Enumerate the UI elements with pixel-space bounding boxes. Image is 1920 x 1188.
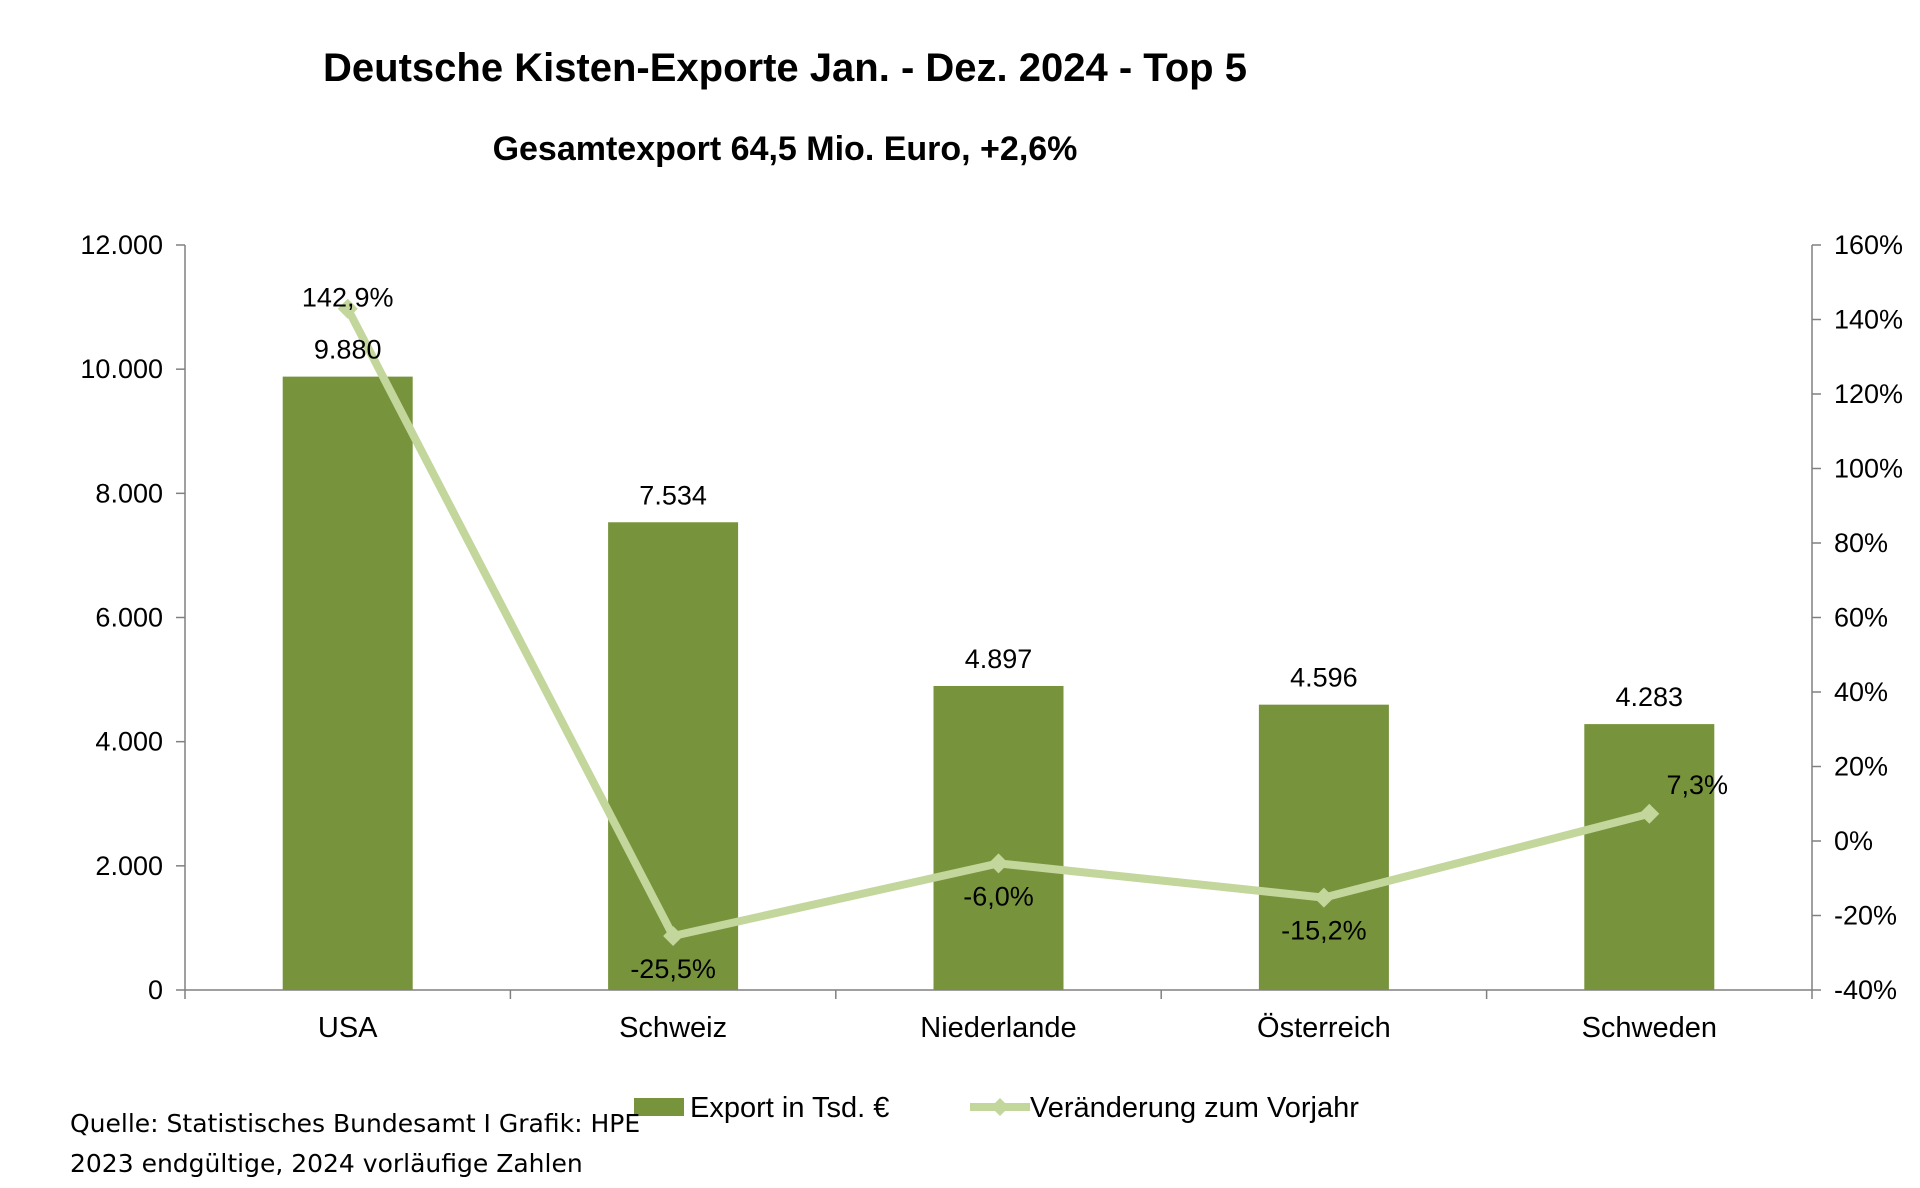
x-axis-category-label: Schweiz [619, 1012, 727, 1044]
x-axis-category-label: Österreich [1257, 1012, 1391, 1044]
bar-data-label: 4.283 [1616, 682, 1684, 712]
bar-2 [608, 522, 739, 990]
line-data-label: 142,9% [302, 283, 394, 313]
x-axis-category-label: Niederlande [920, 1012, 1076, 1044]
chart-subtitle: Gesamtexport 64,5 Mio. Euro, +2,6% [492, 130, 1078, 168]
change-marker-1 [337, 298, 358, 319]
left-axis-tick-label: 6.000 [95, 603, 163, 633]
legend-swatch-change-marker [991, 1098, 1009, 1116]
left-axis-tick-label: 0 [148, 975, 163, 1005]
source-note-line-1: Quelle: Statistisches Bundesamt I Grafik… [70, 1109, 641, 1138]
change-marker-3 [988, 853, 1009, 874]
right-axis-tick-label: 120% [1834, 379, 1903, 409]
right-axis-tick-label: 40% [1834, 677, 1888, 707]
legend-swatch-export [634, 1098, 684, 1116]
bar-data-label: 7.534 [639, 480, 707, 510]
legend-label-export: Export in Tsd. € [690, 1092, 889, 1124]
bar-3 [933, 685, 1064, 990]
left-axis-tick-label: 2.000 [95, 851, 163, 881]
right-axis-tick-label: 0% [1834, 826, 1873, 856]
change-marker-5 [1639, 803, 1660, 824]
right-axis-tick-label: 140% [1834, 305, 1903, 335]
bar-1 [282, 376, 413, 990]
right-axis-tick-label: -20% [1834, 901, 1897, 931]
bar-data-label: 4.897 [965, 644, 1033, 674]
line-data-label: -25,5% [630, 954, 716, 984]
change-marker-2 [663, 925, 684, 946]
right-axis-tick-label: 20% [1834, 752, 1888, 782]
line-data-label: 7,3% [1667, 770, 1729, 800]
left-axis-tick-label: 8.000 [95, 478, 163, 508]
right-axis-tick-label: 100% [1834, 454, 1903, 484]
line-data-label: -6,0% [963, 881, 1034, 911]
chart-title: Deutsche Kisten-Exporte Jan. - Dez. 2024… [323, 46, 1247, 90]
bar-data-label: 9.880 [314, 335, 382, 365]
x-axis-category-label: USA [318, 1012, 378, 1044]
source-note: Quelle: Statistisches Bundesamt I Grafik… [70, 1104, 640, 1184]
right-axis-tick-label: 160% [1834, 230, 1903, 260]
right-axis-tick-label: 60% [1834, 603, 1888, 633]
x-axis-category-label: Schweden [1582, 1012, 1717, 1044]
bar-data-label: 4.596 [1290, 663, 1358, 693]
left-axis-tick-label: 10.000 [80, 354, 163, 384]
legend-label-change: Veränderung zum Vorjahr [1030, 1092, 1359, 1124]
change-marker-4 [1313, 887, 1334, 908]
bar-4 [1258, 704, 1389, 990]
left-axis-tick-label: 12.000 [80, 230, 163, 260]
bar-5 [1584, 724, 1715, 990]
left-axis-tick-label: 4.000 [95, 727, 163, 757]
line-data-label: -15,2% [1281, 916, 1367, 946]
right-axis-tick-label: -40% [1834, 975, 1897, 1005]
right-axis-tick-label: 80% [1834, 528, 1888, 558]
source-note-line-2: 2023 endgültige, 2024 vorläufige Zahlen [70, 1149, 583, 1178]
